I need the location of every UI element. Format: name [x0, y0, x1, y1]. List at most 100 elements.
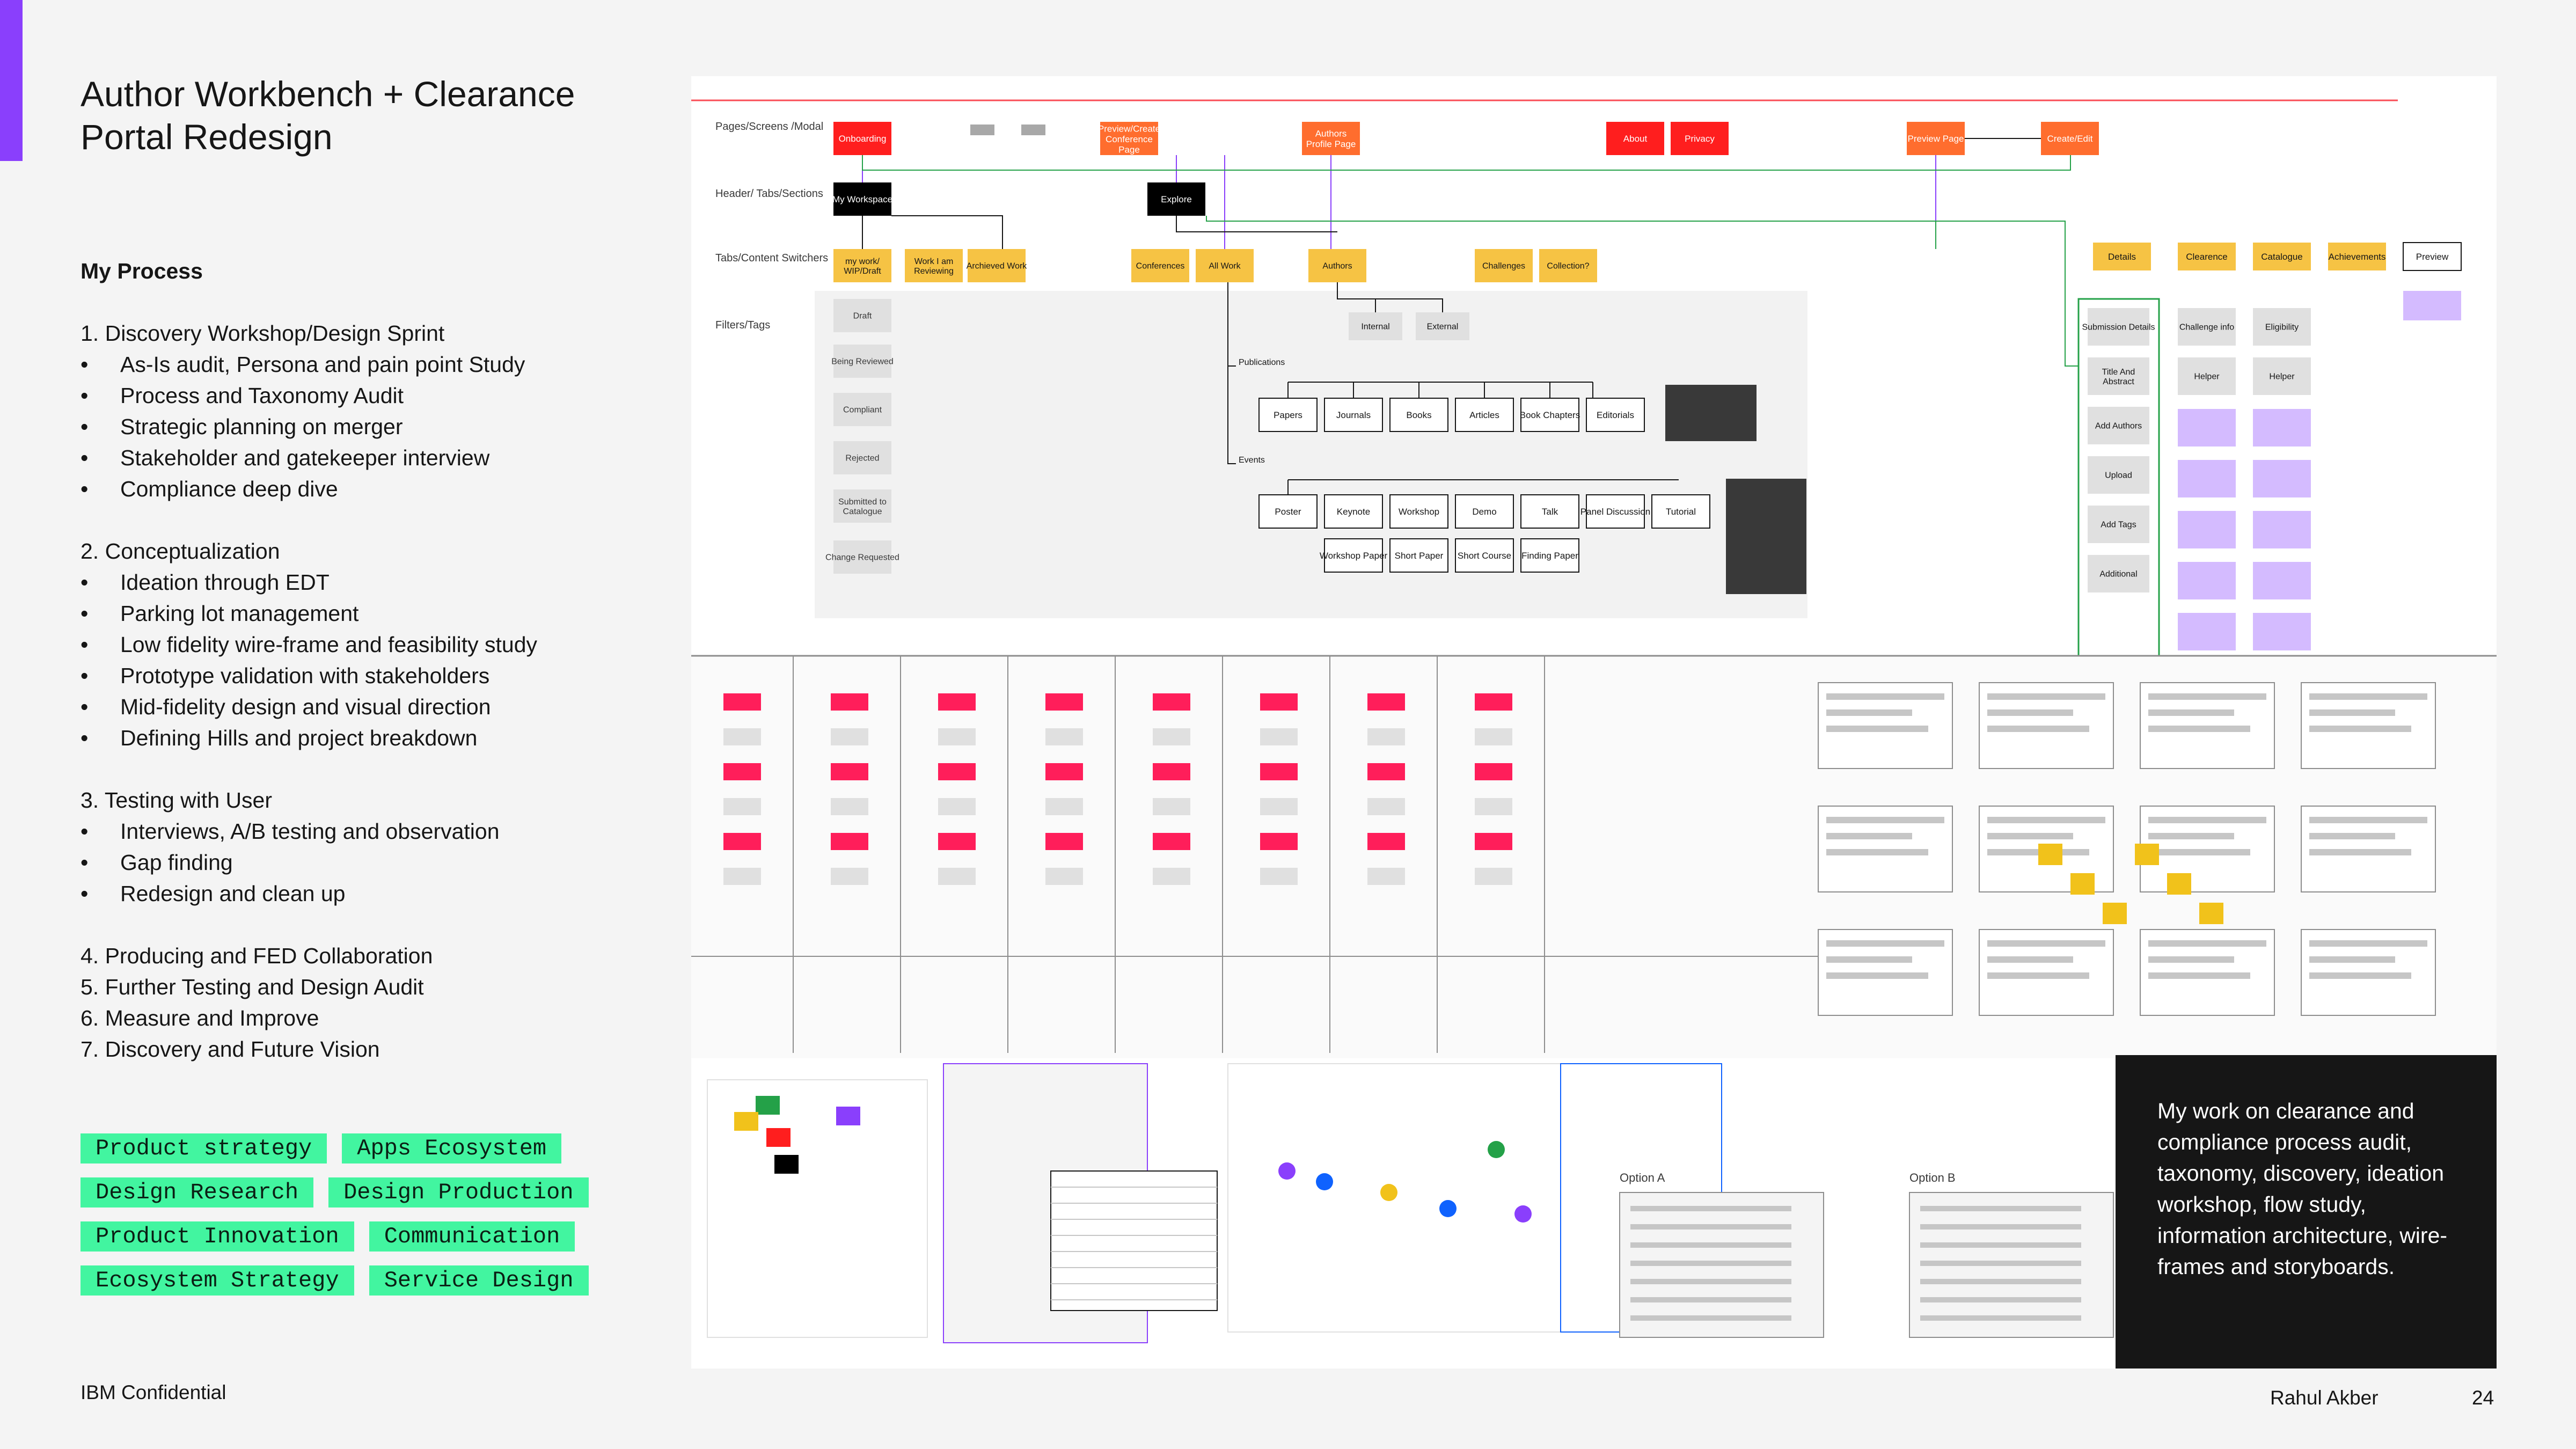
right-tab-node — [2328, 243, 2386, 270]
publication-node-label: Papers — [1274, 410, 1302, 420]
page-node — [1671, 122, 1729, 155]
legend-panel — [1726, 479, 1806, 594]
wireframe-line — [1630, 1224, 1791, 1230]
filter-node — [833, 441, 891, 474]
option-label: Option A — [1620, 1171, 1665, 1184]
storyboard-card — [1367, 763, 1405, 780]
catalogue-node-label: Helper — [2269, 372, 2295, 382]
tab-node — [1539, 249, 1597, 282]
decision-node — [1316, 1173, 1333, 1190]
publication-node — [1258, 398, 1318, 432]
event-node — [1455, 494, 1514, 529]
publications-label: Publications — [1239, 358, 1285, 367]
filter-node-label: Being Reviewed — [831, 357, 894, 367]
event-node-label: Poster — [1275, 507, 1301, 517]
filter-node-label: Change Requested — [825, 553, 899, 562]
details-node — [2088, 506, 2149, 543]
process-bullet: Process and Taxonomy Audit — [80, 380, 671, 411]
page-node-label: Privacy — [1685, 134, 1715, 144]
wireframe-line — [2309, 833, 2395, 839]
storyboard-card — [723, 693, 761, 711]
storyboard-card — [1367, 798, 1405, 815]
wireframe-line — [1987, 972, 2089, 979]
event-node-label: Keynote — [1337, 507, 1370, 517]
option-label: Option B — [1909, 1171, 1956, 1184]
wireframe-line — [2148, 833, 2234, 839]
tag-row: Product strategy Apps Ecosystem — [80, 1133, 617, 1163]
right-tab-node — [2403, 242, 2462, 271]
storyboard-card — [723, 868, 761, 885]
tab-node-label: Work I am Reviewing — [914, 257, 954, 276]
process-bullet: Low fidelity wire-frame and feasibility … — [80, 629, 671, 660]
storyboard-card — [1045, 833, 1083, 850]
process-step: 2. Conceptualization — [80, 539, 280, 564]
storyboard-card — [1045, 763, 1083, 780]
wireframe-line — [2309, 693, 2427, 700]
wireframe-line — [1920, 1206, 2081, 1211]
process-step: 1. Discovery Workshop/Design Sprint — [80, 321, 445, 346]
event-node — [1258, 494, 1318, 529]
header-node-label: My Workspace — [832, 194, 892, 204]
clearance-note — [2178, 409, 2236, 447]
storyboard-card — [831, 798, 868, 815]
row-label: Header/ Tabs/Sections — [715, 188, 823, 200]
page-number: 24 — [2472, 1387, 2494, 1409]
wireframe-line — [2309, 940, 2427, 947]
accent-bar — [0, 0, 23, 161]
page-placeholder — [970, 125, 994, 135]
page-node-label: About — [1623, 134, 1648, 144]
wireframe-line — [1987, 956, 2073, 963]
wireframe-line — [1920, 1242, 2081, 1248]
process-bullet: Gap finding — [80, 847, 671, 878]
details-node — [2088, 357, 2149, 395]
storyboard-card — [938, 868, 976, 885]
right-tab-node-label: Catalogue — [2261, 252, 2303, 262]
information-architecture-diagram: Pages/Screens /Modal Header/ Tabs/Section… — [691, 76, 2497, 1368]
wireframe-line — [2148, 709, 2234, 716]
callout-box: My work on clearance and compliance proc… — [2116, 1055, 2497, 1368]
sticky-note — [2070, 873, 2095, 895]
sticky-note — [2199, 903, 2223, 924]
tab-node — [833, 249, 891, 282]
tab-node — [905, 249, 963, 282]
wireframe-line — [2309, 972, 2411, 979]
decision-node — [1439, 1200, 1457, 1217]
page-node — [1302, 122, 1360, 155]
storyboard-card — [723, 763, 761, 780]
skill-tag: Product Innovation — [80, 1221, 354, 1252]
storyboard-card — [1260, 693, 1298, 711]
event-node-label: Workshop — [1399, 507, 1439, 517]
callout-text: My work on clearance and compliance proc… — [2157, 1099, 2448, 1279]
right-tab-node — [2253, 243, 2311, 270]
wireframe-line — [1987, 940, 2105, 947]
process-list: 1. Discovery Workshop/Design Sprint As-Is… — [80, 318, 671, 1065]
process-bullet: Strategic planning on merger — [80, 411, 671, 442]
wireframe-line — [1826, 709, 1912, 716]
catalogue-note — [2253, 511, 2311, 548]
storyboard-card — [1045, 798, 1083, 815]
connector — [1337, 282, 1443, 312]
storyboard-card — [1260, 728, 1298, 745]
filter-node-label: Compliant — [843, 406, 882, 415]
connector — [862, 155, 2071, 222]
publication-node — [1455, 398, 1514, 432]
storyboard-card — [1475, 693, 1512, 711]
process-heading: My Process — [80, 259, 203, 283]
event-node-label: Talk — [1542, 507, 1558, 517]
tab-node — [1475, 249, 1533, 282]
tab-node-label: All Work — [1209, 262, 1241, 271]
filter-node-label: Draft — [853, 312, 872, 321]
storyboard-card — [938, 798, 976, 815]
process-bullet: Interviews, A/B testing and observation — [80, 816, 671, 847]
clearance-node-label: Challenge info — [2179, 323, 2234, 332]
clearance-note — [2178, 562, 2236, 599]
tab-node — [1131, 249, 1189, 282]
wireframe-line — [1920, 1297, 2081, 1302]
publication-node-label: Journals — [1336, 410, 1371, 420]
storyboard-card — [723, 833, 761, 850]
event-node — [1455, 538, 1514, 573]
storyboard-card — [1153, 798, 1190, 815]
right-tab-node — [2178, 243, 2236, 270]
row-label: Tabs/Content Switchers — [715, 252, 828, 264]
storyboard-card — [1045, 868, 1083, 885]
